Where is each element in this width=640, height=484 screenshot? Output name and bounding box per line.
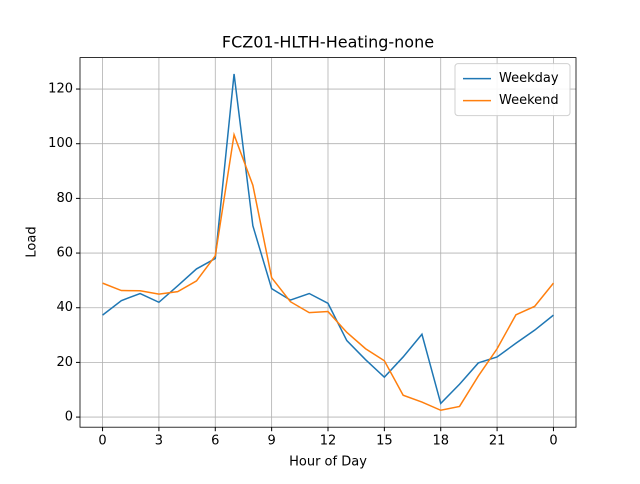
x-axis-label: Hour of Day bbox=[289, 455, 367, 470]
x-tick-label: 6 bbox=[211, 434, 219, 449]
x-tick-label: 15 bbox=[376, 434, 393, 449]
legend-label: Weekday bbox=[499, 71, 559, 86]
y-tick-label: 100 bbox=[48, 136, 73, 151]
y-axis-label: Load bbox=[25, 226, 40, 257]
y-tick-label: 120 bbox=[48, 82, 73, 97]
y-tick-label: 80 bbox=[56, 191, 73, 206]
y-tick-label: 0 bbox=[65, 410, 73, 425]
x-tick-label: 3 bbox=[155, 434, 163, 449]
x-tick-label: 21 bbox=[489, 434, 506, 449]
x-tick-label: 12 bbox=[320, 434, 337, 449]
y-tick-label: 40 bbox=[56, 300, 73, 315]
x-tick-label: 0 bbox=[98, 434, 106, 449]
x-tick-label: 0 bbox=[549, 434, 557, 449]
chart-title: FCZ01-HLTH-Heating-none bbox=[222, 33, 434, 52]
x-tick-label: 9 bbox=[267, 434, 275, 449]
data-line bbox=[102, 131, 555, 412]
x-tick-label: 18 bbox=[432, 434, 449, 449]
legend-box bbox=[454, 63, 571, 117]
y-tick-label: 60 bbox=[56, 246, 73, 261]
y-tick-label: 20 bbox=[56, 355, 73, 370]
data-line bbox=[102, 73, 554, 405]
legend-label: Weekend bbox=[499, 93, 559, 108]
plot-frame bbox=[79, 57, 577, 428]
